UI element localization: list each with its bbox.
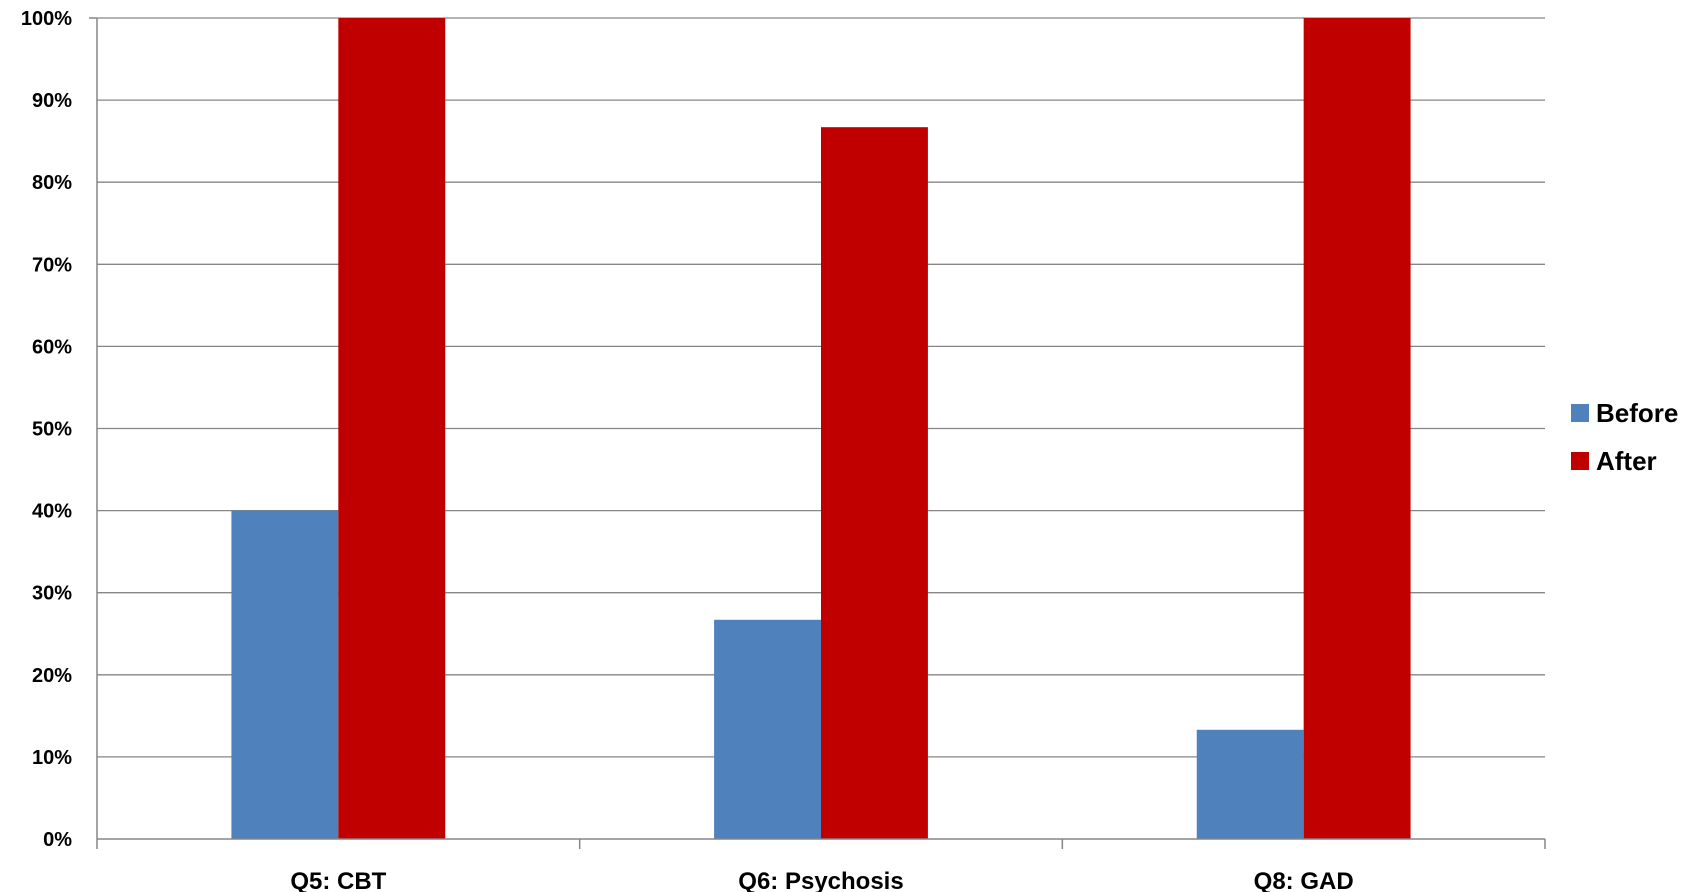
legend-label-before: Before <box>1596 398 1678 428</box>
legend-swatch-after <box>1571 452 1589 470</box>
bar-before <box>231 510 339 839</box>
y-tick-label: 40% <box>32 501 72 523</box>
x-axis-category-labels: Q5: CBT Q6: Psychosis Q8: GAD <box>290 868 1353 892</box>
bar-before <box>1196 729 1304 839</box>
y-tick-label: 100% <box>21 8 72 30</box>
bar-after <box>821 127 928 840</box>
x-category-label: Q8: GAD <box>1254 868 1354 892</box>
y-axis-tick-labels: 0% 10% 20% 30% 40% 50% 60% 70% 80% 90% 100% <box>21 8 72 851</box>
x-category-label: Q5: CBT <box>290 868 386 892</box>
y-tick-label: 70% <box>32 254 72 276</box>
y-tick-label: 80% <box>32 172 72 194</box>
bar-after <box>1303 18 1411 839</box>
bar-before <box>714 619 821 839</box>
y-tick-label: 10% <box>32 747 72 769</box>
bars <box>231 18 1411 840</box>
axes <box>89 17 1546 849</box>
legend-label-after: After <box>1596 446 1657 476</box>
legend: Before After <box>1571 398 1678 476</box>
y-tick-label: 0% <box>43 829 72 851</box>
y-tick-label: 90% <box>32 90 72 112</box>
y-tick-label: 20% <box>32 665 72 687</box>
y-tick-label: 60% <box>32 336 72 358</box>
bar-after <box>338 18 446 839</box>
y-tick-label: 50% <box>32 419 72 441</box>
y-tick-label: 30% <box>32 583 72 605</box>
legend-swatch-before <box>1571 404 1589 422</box>
x-category-label: Q6: Psychosis <box>738 868 903 892</box>
